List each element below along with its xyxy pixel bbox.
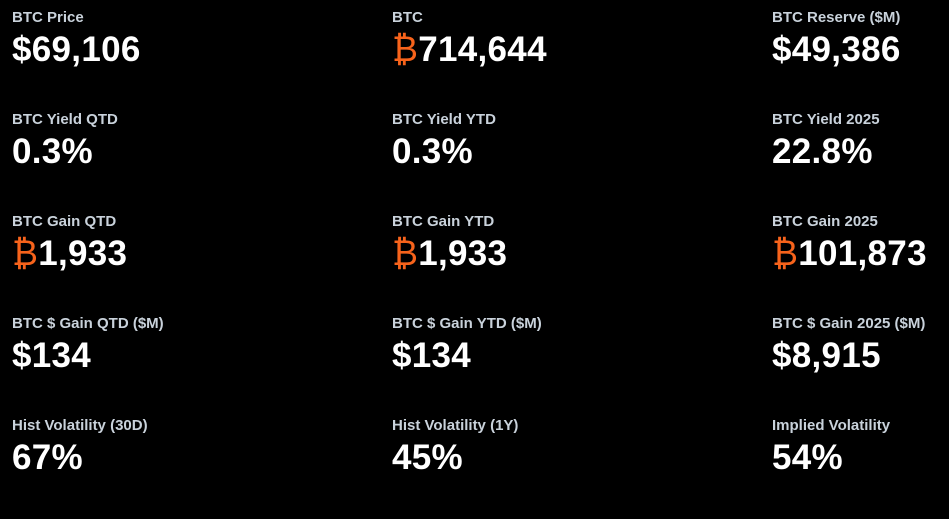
metric-btc-gain-ytd-m: BTC $ Gain YTD ($M) $134	[392, 315, 772, 417]
metric-label: BTC $ Gain 2025 ($M)	[772, 315, 926, 332]
metric-btc-gain-2025: BTC Gain 2025 ₿101,873	[772, 213, 949, 315]
metric-hist-volatility-1y: Hist Volatility (1Y) 45%	[392, 417, 772, 519]
metric-value: $8,915	[772, 335, 949, 377]
metric-number: 134	[31, 336, 92, 375]
currency-prefix: $	[12, 30, 32, 69]
metric-number: 134	[411, 336, 472, 375]
metric-label: BTC $ Gain QTD ($M)	[12, 315, 164, 332]
metric-btc-price: BTC Price $69,106	[12, 9, 392, 111]
metric-value: 67%	[12, 437, 392, 479]
metric-value: 45%	[392, 437, 772, 479]
metric-label: BTC Yield YTD	[392, 111, 496, 128]
metric-btc-yield-2025: BTC Yield 2025 22.8%	[772, 111, 949, 213]
metric-value: ₿1,933	[392, 233, 772, 275]
metric-value: ₿1,933	[12, 233, 392, 275]
currency-prefix: $	[392, 336, 412, 375]
metric-label: BTC Gain YTD	[392, 213, 495, 230]
metric-number: 49,386	[791, 30, 901, 69]
metric-number: 45%	[392, 438, 463, 477]
metric-label: Hist Volatility (30D)	[12, 417, 148, 434]
metric-value: 22.8%	[772, 131, 949, 173]
metric-value: ₿101,873	[772, 233, 949, 275]
metric-number: 67%	[12, 438, 83, 477]
metric-label: BTC Yield QTD	[12, 111, 118, 128]
metric-value: ₿714,644	[392, 29, 772, 71]
metric-hist-volatility-30d: Hist Volatility (30D) 67%	[12, 417, 392, 519]
metric-number: 69,106	[31, 30, 141, 69]
currency-prefix: $	[772, 30, 792, 69]
bitcoin-symbol-icon: ₿	[392, 234, 419, 273]
metric-btc-yield-qtd: BTC Yield QTD 0.3%	[12, 111, 392, 213]
metric-btc: BTC ₿714,644	[392, 9, 772, 111]
metric-label: BTC Reserve ($M)	[772, 9, 901, 26]
metric-btc-yield-ytd: BTC Yield YTD 0.3%	[392, 111, 772, 213]
metric-value: $49,386	[772, 29, 949, 71]
bitcoin-symbol-icon: ₿	[772, 234, 799, 273]
metric-implied-volatility: Implied Volatility 54%	[772, 417, 949, 519]
metric-number: 8,915	[791, 336, 881, 375]
metric-number: 0.3%	[12, 132, 93, 171]
metric-value: 0.3%	[12, 131, 392, 173]
metric-label: BTC Gain 2025	[772, 213, 878, 230]
metric-label: BTC Price	[12, 9, 84, 26]
metric-number: 1,933	[38, 234, 128, 273]
metric-btc-gain-qtd: BTC Gain QTD ₿1,933	[12, 213, 392, 315]
currency-prefix: $	[772, 336, 792, 375]
bitcoin-symbol-icon: ₿	[392, 30, 419, 69]
metric-number: 714,644	[418, 30, 547, 69]
metric-number: 54%	[772, 438, 843, 477]
metric-btc-gain-ytd: BTC Gain YTD ₿1,933	[392, 213, 772, 315]
metric-btc-reserve-m: BTC Reserve ($M) $49,386	[772, 9, 949, 111]
metric-btc-gain-2025-m: BTC $ Gain 2025 ($M) $8,915	[772, 315, 949, 417]
metric-number: 0.3%	[392, 132, 473, 171]
metric-value: $69,106	[12, 29, 392, 71]
metric-number: 1,933	[418, 234, 508, 273]
metric-number: 22.8%	[772, 132, 873, 171]
metric-value: 54%	[772, 437, 949, 479]
currency-prefix: $	[12, 336, 32, 375]
metric-label: BTC	[392, 9, 423, 26]
metric-label: BTC Gain QTD	[12, 213, 117, 230]
bitcoin-symbol-icon: ₿	[12, 234, 39, 273]
metric-label: Implied Volatility	[772, 417, 891, 434]
metric-label: BTC $ Gain YTD ($M)	[392, 315, 542, 332]
metric-btc-gain-qtd-m: BTC $ Gain QTD ($M) $134	[12, 315, 392, 417]
metric-value: 0.3%	[392, 131, 772, 173]
metric-label: Hist Volatility (1Y)	[392, 417, 519, 434]
metric-value: $134	[392, 335, 772, 377]
metric-value: $134	[12, 335, 392, 377]
metric-number: 101,873	[798, 234, 927, 273]
metric-label: BTC Yield 2025	[772, 111, 880, 128]
metrics-grid: BTC Price $69,106 BTC ₿714,644 BTC Reserve (…	[12, 9, 949, 519]
